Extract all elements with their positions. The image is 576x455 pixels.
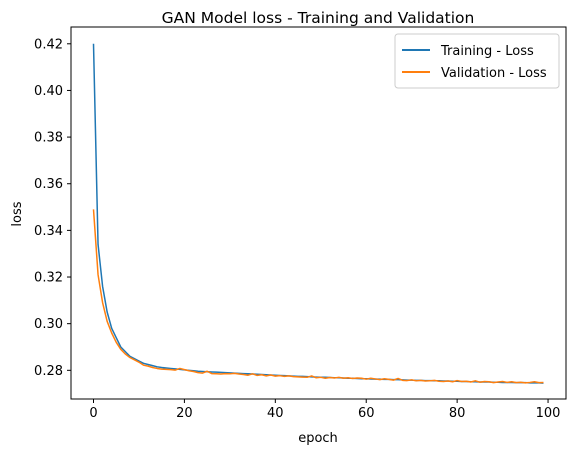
plot-frame [70, 26, 567, 400]
y-tick-label: 0.34 [34, 224, 63, 239]
legend-label-training: Training - Loss [440, 44, 534, 59]
y-tick-label: 0.32 [34, 271, 63, 286]
y-tick-label: 0.36 [34, 177, 63, 192]
x-tick-label: 80 [449, 406, 466, 421]
legend-label-validation: Validation - Loss [441, 66, 547, 81]
y-tick-label: 0.28 [34, 364, 63, 379]
y-axis-ticks: 0.28 0.30 0.32 0.34 0.36 0.38 0.40 0.42 [34, 37, 71, 379]
y-tick-label: 0.42 [34, 37, 63, 52]
y-tick-label: 0.38 [34, 131, 63, 146]
x-tick-label: 0 [89, 406, 97, 421]
x-axis-label: epoch [298, 431, 338, 446]
x-tick-label: 40 [267, 406, 284, 421]
x-tick-label: 100 [536, 406, 561, 421]
series-line-validation [92, 209, 544, 384]
x-tick-label: 60 [358, 406, 375, 421]
x-tick-label: 20 [176, 406, 193, 421]
y-axis-label: loss [10, 201, 25, 226]
plot-lines [92, 43, 544, 384]
x-axis-ticks: 0 20 40 60 80 100 [89, 399, 560, 421]
y-tick-label: 0.40 [34, 84, 63, 99]
legend-box [394, 33, 560, 89]
chart-title: GAN Model loss - Training and Validation [162, 9, 475, 27]
legend: Training - Loss Validation - Loss [394, 33, 560, 89]
y-tick-label: 0.30 [34, 317, 63, 332]
